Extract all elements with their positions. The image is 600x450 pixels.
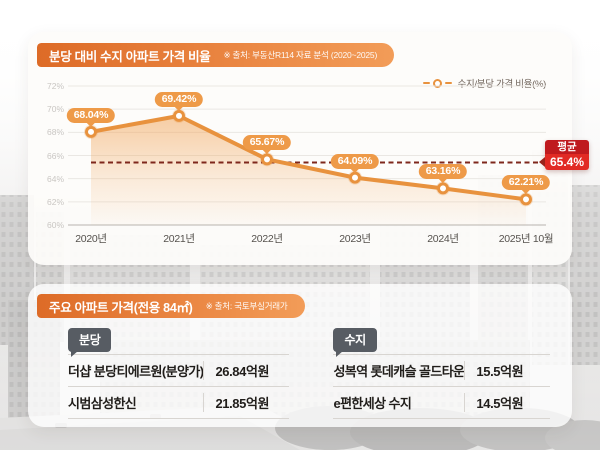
y-axis-tick: 66% [46,150,64,161]
data-point-marker [349,171,361,184]
y-axis-tick: 60% [46,220,64,230]
average-annotation-box: 평균 65.4% [539,140,589,170]
x-axis-label: 2021년 [163,233,195,245]
data-point-label: 69.42% [154,91,204,111]
chart-source: ※ 출처: 부동산R114 자료 분석 (2020~2025) [223,50,378,60]
apartment-name: 성복역 롯데캐슬 골드타운 [333,364,465,379]
price-table-suji: 수지 성복역 롯데캐슬 골드타운 15.5억원 e편한세상 수지 14.5억원 [333,328,551,419]
average-label: 평균 [545,140,589,154]
chart-card: 분당 대비 수지 아파트 가격 비율 ※ 출처: 부동산R114 자료 분석 (… [28,32,589,265]
table-rows: 성복역 롯데캐슬 골드타운 15.5억원 e편한세상 수지 14.5억원 [333,354,551,419]
apartment-name: e편한세상 수지 [333,396,412,411]
apartment-price: 15.5억원 [464,361,550,380]
apartment-name: 더샵 분당티에르원(분양가) [68,364,204,379]
chart-title: 분당 대비 수지 아파트 가격 비율 [49,49,211,64]
legend-label: 수지/분당 가격 비율(%) [457,79,547,90]
average-value: 65.4% [545,154,589,170]
data-point-label: 65.67% [242,135,292,155]
data-point-marker [85,125,97,138]
x-axis-label: 2023년 [339,233,371,245]
data-point-label: 63.16% [418,164,468,184]
data-point-label: 68.04% [66,107,116,127]
legend-line-icon [422,81,430,85]
data-point-label: 62.21% [501,175,551,195]
price-title: 주요 아파트 가격(전용 84㎡) [49,300,193,315]
apartment-price: 14.5억원 [464,393,550,412]
legend-line-icon [444,81,452,85]
apartment-price: 21.85억원 [203,393,289,412]
x-axis-label: 2020년 [75,233,107,245]
table-row: 시범삼성한신 21.85억원 [68,387,290,419]
series-line [89,113,528,202]
data-point-label: 64.09% [330,153,380,173]
apartment-price: 26.84억원 [203,361,289,380]
table-row: 더샵 분당티에르원(분양가) 26.84억원 [68,355,290,387]
y-axis-tick: 68% [46,127,64,138]
series-area [91,115,526,225]
y-axis-tick: 70% [46,104,64,115]
price-card: 주요 아파트 가격(전용 84㎡) ※ 출처: 국토부실거래가 분당 더샵 분당… [28,284,572,427]
data-point-marker [437,182,449,195]
x-axis-label: 2025년 10월 [498,233,554,245]
area-tag-bundang: 분당 [68,328,112,357]
price-header-badge: 주요 아파트 가격(전용 84㎡) ※ 출처: 국토부실거래가 [37,294,305,318]
y-axis-tick: 72% [46,81,64,91]
area-tag-suji: 수지 [333,328,377,357]
data-point-marker [520,193,532,206]
x-axis-label: 2024년 [427,233,459,245]
table-row: 성복역 롯데캐슬 골드타운 15.5억원 [333,355,551,387]
price-source: ※ 출처: 국토부실거래가 [205,301,288,311]
y-axis-tick: 64% [46,173,64,184]
table-row: e편한세상 수지 14.5억원 [333,387,551,419]
chart-header-badge: 분당 대비 수지 아파트 가격 비율 ※ 출처: 부동산R114 자료 분석 (… [37,43,395,67]
data-point-marker [173,109,185,122]
data-point-marker [261,153,273,166]
x-axis-label: 2022년 [251,233,283,245]
y-axis-tick: 62% [46,196,64,207]
apartment-name: 시범삼성한신 [68,396,137,411]
chart-plot-area: 72% 70% 68% 66% 64% 62% 60% 2020년 2021년 2022년 2023… [28,32,572,265]
